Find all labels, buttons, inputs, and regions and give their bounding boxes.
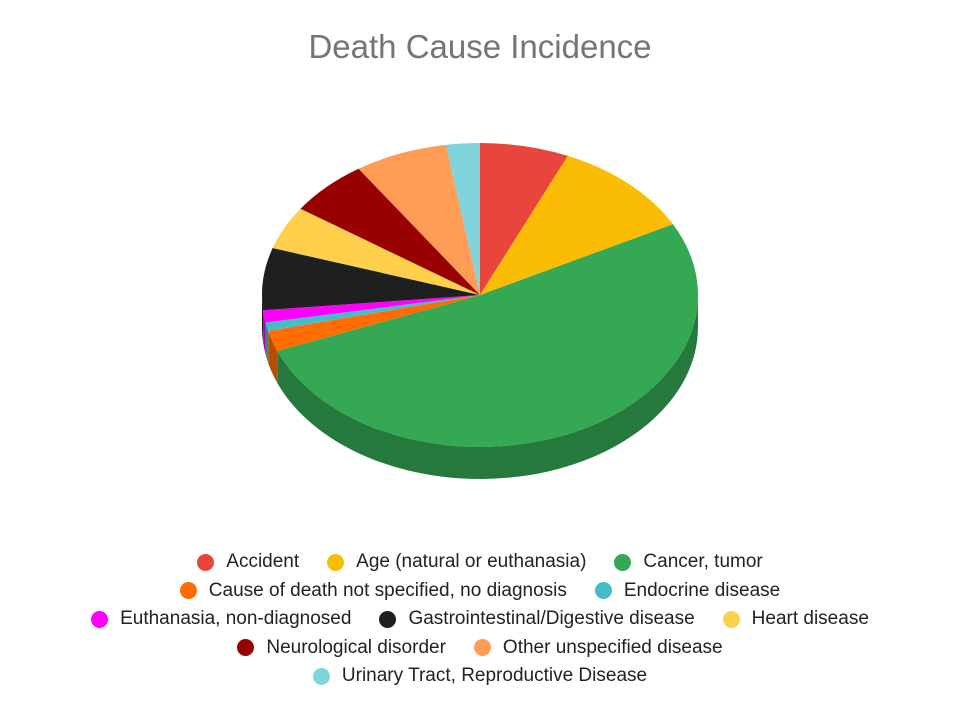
pie-slice-10[interactable]: [445, 143, 480, 295]
pie-slices: [262, 143, 699, 448]
chart-title: Death Cause Incidence: [308, 28, 652, 65]
legend-label: Neurological disorder: [266, 636, 446, 658]
legend-row: Accident Age (natural or euthanasia) Cance…: [0, 548, 960, 577]
legend-item[interactable]: Accident: [197, 551, 299, 573]
legend-item[interactable]: Cause of death not specified, no diagnos…: [179, 579, 567, 602]
legend-row: Neurological disorder Other unspecified d…: [0, 634, 960, 663]
pie-side-walls: [262, 295, 698, 480]
pie-slice-4[interactable]: [265, 295, 480, 331]
legend-item[interactable]: Euthanasia, non-diagnosed: [91, 608, 351, 630]
pie-slice-5[interactable]: [263, 295, 480, 323]
legend-dot: [473, 639, 491, 657]
legend-item[interactable]: Neurological disorder: [237, 637, 446, 659]
pie-side-4: [265, 322, 269, 363]
legend-label: Euthanasia, non-diagnosed: [120, 608, 352, 630]
legend-item[interactable]: Other unspecified disease: [473, 636, 723, 659]
legend-label: Urinary Tract, Reproductive Disease: [341, 665, 648, 687]
legend-dot: [91, 610, 109, 628]
legend-dot: [594, 582, 612, 600]
legend-item[interactable]: Urinary Tract, Reproductive Disease: [312, 665, 648, 687]
legend-label: Age (natural or euthanasia): [356, 551, 587, 573]
legend-label: Endocrine disease: [623, 579, 781, 601]
legend-dot: [237, 639, 255, 657]
legend-item[interactable]: Heart disease: [722, 608, 869, 630]
pie-slice-8[interactable]: [300, 168, 480, 295]
pie-chart: [262, 143, 699, 480]
legend-row: Cause of death not specified, no diagnos…: [0, 577, 960, 606]
pie-side-3: [268, 330, 278, 383]
pie-slice-7[interactable]: [272, 208, 480, 295]
legend-row: Euthanasia, non-diagnosed Gastrointestina…: [0, 605, 960, 634]
pie-slice-3[interactable]: [268, 295, 480, 351]
legend-dot: [197, 553, 215, 571]
legend-dot: [327, 553, 345, 571]
legend-item[interactable]: Gastrointestinal/Digestive disease: [379, 608, 695, 630]
pie-slice-0[interactable]: [480, 143, 568, 295]
legend-dot: [312, 667, 330, 685]
legend-label: Gastrointestinal/Digestive disease: [408, 608, 695, 630]
legend-label: Heart disease: [751, 608, 869, 630]
legend-row: Urinary Tract, Reproductive Disease: [0, 662, 960, 691]
pie-slice-2[interactable]: [277, 224, 699, 448]
legend-dot: [379, 610, 397, 628]
pie-slice-1[interactable]: [480, 155, 673, 295]
legend-item[interactable]: Age (natural or euthanasia): [327, 551, 586, 573]
pie-side-5: [263, 310, 266, 355]
legend-label: Cause of death not specified, no diagnos…: [208, 579, 567, 601]
pie-side-2: [277, 295, 698, 480]
legend-dot: [722, 610, 740, 628]
legend-label: Accident: [226, 551, 300, 573]
legend: Accident Age (natural or euthanasia) Cance…: [0, 548, 960, 691]
pie-slice-6[interactable]: [262, 248, 480, 311]
legend-item[interactable]: Cancer, tumor: [614, 551, 763, 573]
legend-dot: [179, 582, 197, 600]
legend-dot: [614, 553, 632, 571]
pie-side-6: [262, 295, 264, 343]
legend-item[interactable]: Endocrine disease: [594, 579, 781, 602]
pie-slice-9[interactable]: [358, 144, 480, 295]
legend-label: Other unspecified disease: [502, 636, 723, 658]
legend-label: Cancer, tumor: [643, 551, 763, 573]
